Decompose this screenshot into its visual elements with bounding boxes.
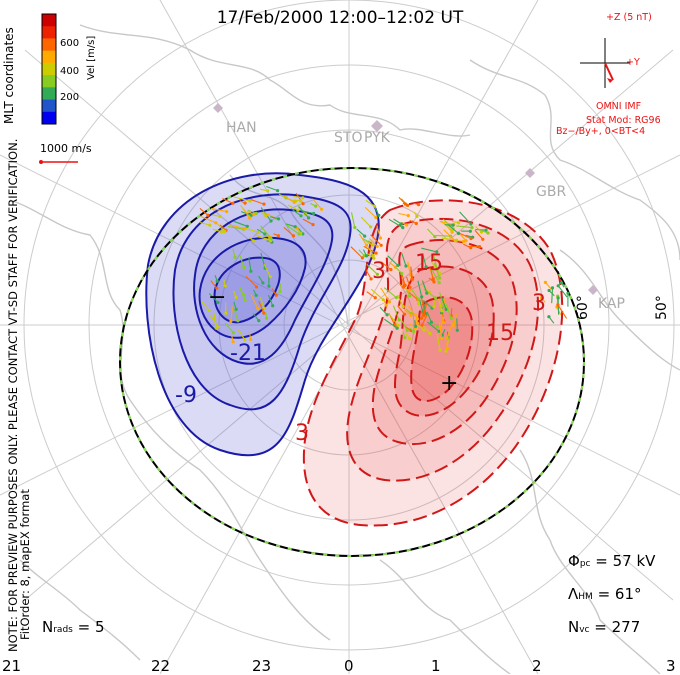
mlt-label-1: 1 bbox=[431, 657, 441, 675]
imf-z-label: +Z (5 nT) bbox=[606, 12, 652, 23]
velocity-vector bbox=[445, 225, 453, 226]
potential-min-marker: − bbox=[208, 285, 226, 310]
velocity-vector bbox=[399, 197, 406, 204]
mlt-label-3: 3 bbox=[666, 657, 676, 675]
velocity-vector bbox=[451, 308, 452, 315]
svg-text:15: 15 bbox=[415, 251, 443, 276]
colorbar-tick-600: 600 bbox=[60, 38, 79, 49]
colorbar-swatch bbox=[42, 51, 56, 64]
imf-model-line2: Bz−/By+, 0<BT<4 bbox=[556, 126, 645, 137]
velocity-vector bbox=[280, 284, 281, 292]
imf-y-label: +Y bbox=[626, 57, 640, 68]
colorbar-swatch bbox=[42, 26, 56, 39]
colorbar-tick-200: 200 bbox=[60, 92, 79, 103]
colorbar-unit: Vel [m/s] bbox=[86, 36, 97, 80]
imf-clock bbox=[580, 38, 630, 88]
colorbar-swatch bbox=[42, 112, 56, 125]
hm-boundary-latitude: ΛHM = 61° bbox=[568, 585, 642, 603]
mlt-label-0: 0 bbox=[344, 657, 354, 675]
mlt-label-2: 2 bbox=[532, 657, 542, 675]
colorbar-swatch bbox=[42, 38, 56, 51]
cross-polar-potential: Φpc = 57 kV bbox=[568, 552, 655, 570]
velocity-vector bbox=[443, 317, 444, 323]
latitude-label-60: 60° bbox=[575, 295, 591, 320]
velocity-vector bbox=[266, 313, 267, 319]
velocity-vector bbox=[436, 236, 451, 237]
station-han: HAN bbox=[226, 120, 257, 136]
radar-count: Nrads = 5 bbox=[42, 618, 105, 636]
colorbar-swatch bbox=[42, 63, 56, 76]
colorbar-swatch bbox=[42, 100, 56, 113]
colorbar-tick-400: 400 bbox=[60, 66, 79, 77]
colorbar-title: MLT coordinates bbox=[2, 27, 16, 124]
map-title: 17/Feb/2000 12:00–12:02 UT bbox=[0, 8, 680, 28]
velocity-vector bbox=[457, 318, 458, 330]
fit-order-note: FitOrder: 8, mapEX format bbox=[18, 489, 32, 640]
svg-text:15: 15 bbox=[486, 321, 514, 346]
mlt-label-22: 22 bbox=[151, 657, 170, 675]
colorbar-swatch bbox=[42, 87, 56, 100]
color-bar bbox=[42, 14, 56, 125]
potential-max-marker: + bbox=[440, 371, 458, 396]
station-pyk: PYK bbox=[364, 130, 390, 146]
station-gbr: GBR bbox=[536, 184, 566, 200]
imf-source: OMNI IMF bbox=[596, 101, 641, 112]
latitude-label-50: 50° bbox=[654, 295, 670, 320]
mlt-label-23: 23 bbox=[252, 657, 271, 675]
vector-count: Nvc = 277 bbox=[568, 618, 640, 636]
station-kap: KAP bbox=[598, 296, 625, 312]
svg-text:-21: -21 bbox=[230, 341, 266, 366]
station-sto: STO bbox=[334, 130, 362, 146]
velocity-scale-vector bbox=[39, 160, 78, 164]
imf-model-line1: Stat Mod: RG96 bbox=[586, 115, 661, 126]
svg-text:3: 3 bbox=[532, 291, 546, 316]
svg-text:3: 3 bbox=[295, 421, 309, 446]
svg-text:-9: -9 bbox=[175, 383, 197, 408]
svg-text:3: 3 bbox=[372, 259, 386, 284]
velocity-scale-label: 1000 m/s bbox=[40, 142, 92, 155]
colorbar-swatch bbox=[42, 75, 56, 88]
mlt-label-21: 21 bbox=[2, 657, 21, 675]
